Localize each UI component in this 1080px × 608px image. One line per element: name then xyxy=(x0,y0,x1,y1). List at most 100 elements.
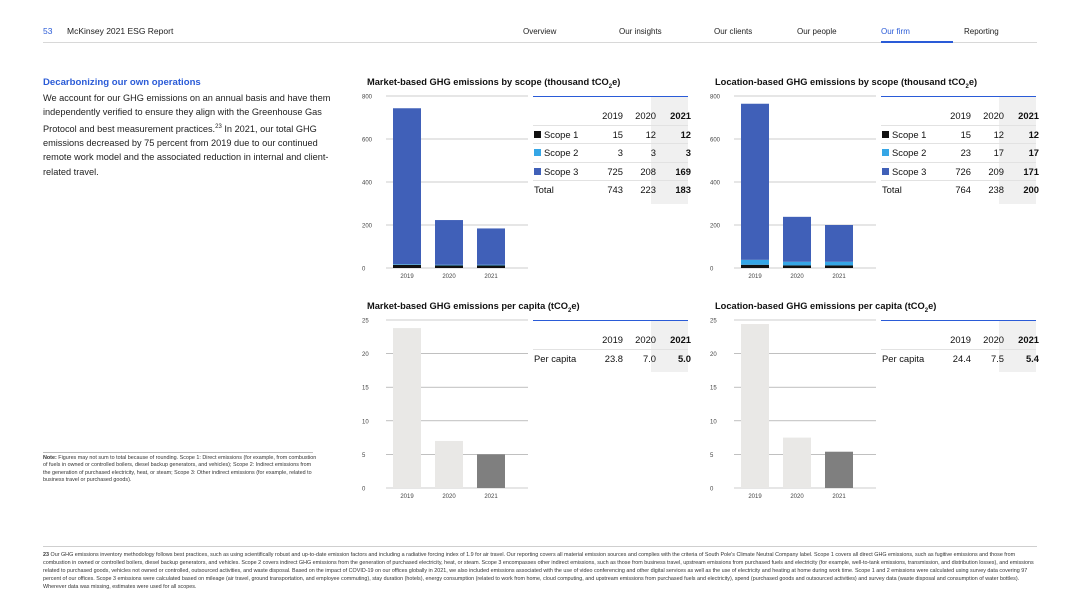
current-year-highlight xyxy=(999,321,1036,372)
note-label: Note: xyxy=(43,455,57,461)
year-header: 2021 xyxy=(670,110,691,121)
row-divider xyxy=(881,161,1036,163)
bar-scope-2-2020 xyxy=(435,264,463,266)
cell-value: 208 xyxy=(640,165,656,177)
nav-our-clients[interactable]: Our clients xyxy=(714,27,753,36)
x-tick-label: 2020 xyxy=(790,274,804,280)
x-tick-label: 2021 xyxy=(484,274,498,280)
bar-scope-2-2021 xyxy=(825,261,853,266)
year-header: 2020 xyxy=(983,110,1004,121)
bar-scope-2-2019 xyxy=(741,259,769,265)
y-tick-label: 0 xyxy=(710,267,714,273)
cell-value: 209 xyxy=(988,165,1004,177)
nav-our-people[interactable]: Our people xyxy=(797,27,837,36)
cell-value: 15 xyxy=(960,128,971,140)
bar-scope-1-2019 xyxy=(393,264,421,268)
x-tick-label: 2020 xyxy=(442,494,456,500)
body-text-2: In 2021, our total GHG emissions decreas… xyxy=(43,123,329,177)
nav-our-insights[interactable]: Our insights xyxy=(619,27,662,36)
bar-per-capita-2021 xyxy=(477,454,505,488)
year-header: 2019 xyxy=(950,334,971,345)
table-row: Total 764 238 200 xyxy=(881,184,1039,200)
cell-value: 200 xyxy=(1023,184,1039,195)
bar-per-capita-2020 xyxy=(783,437,811,488)
row-divider xyxy=(533,180,688,181)
bar-scope-3-2021 xyxy=(477,228,505,265)
cell-value: 12 xyxy=(993,128,1004,140)
cell-value: 7.0 xyxy=(642,352,656,364)
year-header: 2020 xyxy=(635,334,656,345)
cell-value: 726 xyxy=(955,165,971,177)
chart-market-capita: 0 5 10 15 20 25 2019 2020 2021 xyxy=(362,319,528,500)
chart-location-capita: 0 5 10 15 20 25 2019 2020 2021 xyxy=(710,319,876,500)
chart-market-scope: 0 200 400 600 800 2019 2020 2021 xyxy=(362,95,528,280)
year-header: 2019 xyxy=(950,110,971,121)
nav-overview[interactable]: Overview xyxy=(523,27,557,36)
cell-value: 15 xyxy=(612,128,623,140)
current-year-highlight xyxy=(999,97,1036,204)
cell-value: 171 xyxy=(1023,165,1039,177)
y-tick-label: 800 xyxy=(362,95,373,101)
year-header: 2021 xyxy=(1018,110,1039,121)
chart-title-location-scope: Location-based GHG emissions by scope (t… xyxy=(715,77,978,90)
y-tick-label: 400 xyxy=(710,181,721,187)
cell-value: 5.0 xyxy=(677,352,691,364)
bar-per-capita-2019 xyxy=(393,328,421,488)
y-tick-label: 25 xyxy=(362,319,369,325)
section-body: We account for our GHG emissions on an a… xyxy=(43,91,333,179)
table-header-row: 2019 2020 2021 xyxy=(881,334,1039,350)
table-row: Scope 1 15 12 12 xyxy=(881,128,1039,145)
bar-scope-3-2019 xyxy=(393,108,421,265)
x-tick-label: 2020 xyxy=(790,494,804,500)
header-divider xyxy=(43,42,1037,43)
y-tick-label: 10 xyxy=(362,419,369,425)
table-header-row: 2019 2020 2021 xyxy=(881,110,1039,126)
y-tick-label: 5 xyxy=(710,453,714,459)
table-header-row: 2019 2020 2021 xyxy=(533,110,691,126)
cell-value: 223 xyxy=(640,184,656,195)
page-header: 53 McKinsey 2021 ESG Report Overview Our… xyxy=(43,26,1037,42)
footnote-text: Our GHG emissions inventory methodology … xyxy=(43,552,1034,590)
bar-scope-1-2020 xyxy=(783,265,811,268)
note-text: Figures may not sum to total because of … xyxy=(43,455,317,483)
cell-value: 3 xyxy=(617,147,623,158)
bar-per-capita-2019 xyxy=(741,324,769,488)
cell-value: 23.8 xyxy=(604,352,623,364)
chart-title-market-capita: Market-based GHG emissions per capita (t… xyxy=(367,301,580,314)
year-header: 2021 xyxy=(1018,334,1039,345)
bar-scope-2-2021 xyxy=(477,264,505,266)
page-number: 53 xyxy=(43,26,53,36)
cell-value: 725 xyxy=(607,165,623,177)
table-row: Scope 1 15 12 12 xyxy=(533,128,691,145)
y-tick-label: 0 xyxy=(362,487,366,493)
nav-our-firm[interactable]: Our firm xyxy=(881,27,910,36)
x-tick-label: 2019 xyxy=(748,494,762,500)
row-label: Scope 1 xyxy=(534,129,578,140)
footnote-ref[interactable]: 23 xyxy=(215,123,222,130)
row-label: Per capita xyxy=(534,352,577,364)
bar-per-capita-2020 xyxy=(435,440,463,488)
nav-reporting[interactable]: Reporting xyxy=(964,27,999,36)
cell-value: 12 xyxy=(1028,128,1039,140)
table-row: Scope 3 726 209 171 xyxy=(881,165,1039,182)
report-title: McKinsey 2021 ESG Report xyxy=(67,26,174,36)
row-divider xyxy=(533,124,688,126)
row-label: Per capita xyxy=(882,352,925,364)
footnote: 23 Our GHG emissions inventory methodolo… xyxy=(43,551,1037,591)
bar-scope-1-2021 xyxy=(825,265,853,268)
legend-swatch xyxy=(534,167,541,175)
y-tick-label: 600 xyxy=(710,138,721,144)
bar-scope-3-2020 xyxy=(435,220,463,265)
chart-title-location-capita: Location-based GHG emissions per capita … xyxy=(715,301,937,314)
y-tick-label: 600 xyxy=(362,138,373,144)
row-label: Total xyxy=(534,184,554,195)
legend-swatch xyxy=(882,149,889,156)
cell-value: 183 xyxy=(675,184,691,195)
row-label: Total xyxy=(882,184,902,195)
year-header: 2019 xyxy=(602,334,623,345)
row-divider xyxy=(881,124,1036,126)
legend-swatch xyxy=(882,167,889,175)
row-divider xyxy=(881,180,1036,181)
y-tick-label: 200 xyxy=(710,224,721,230)
cell-value: 169 xyxy=(675,165,691,177)
